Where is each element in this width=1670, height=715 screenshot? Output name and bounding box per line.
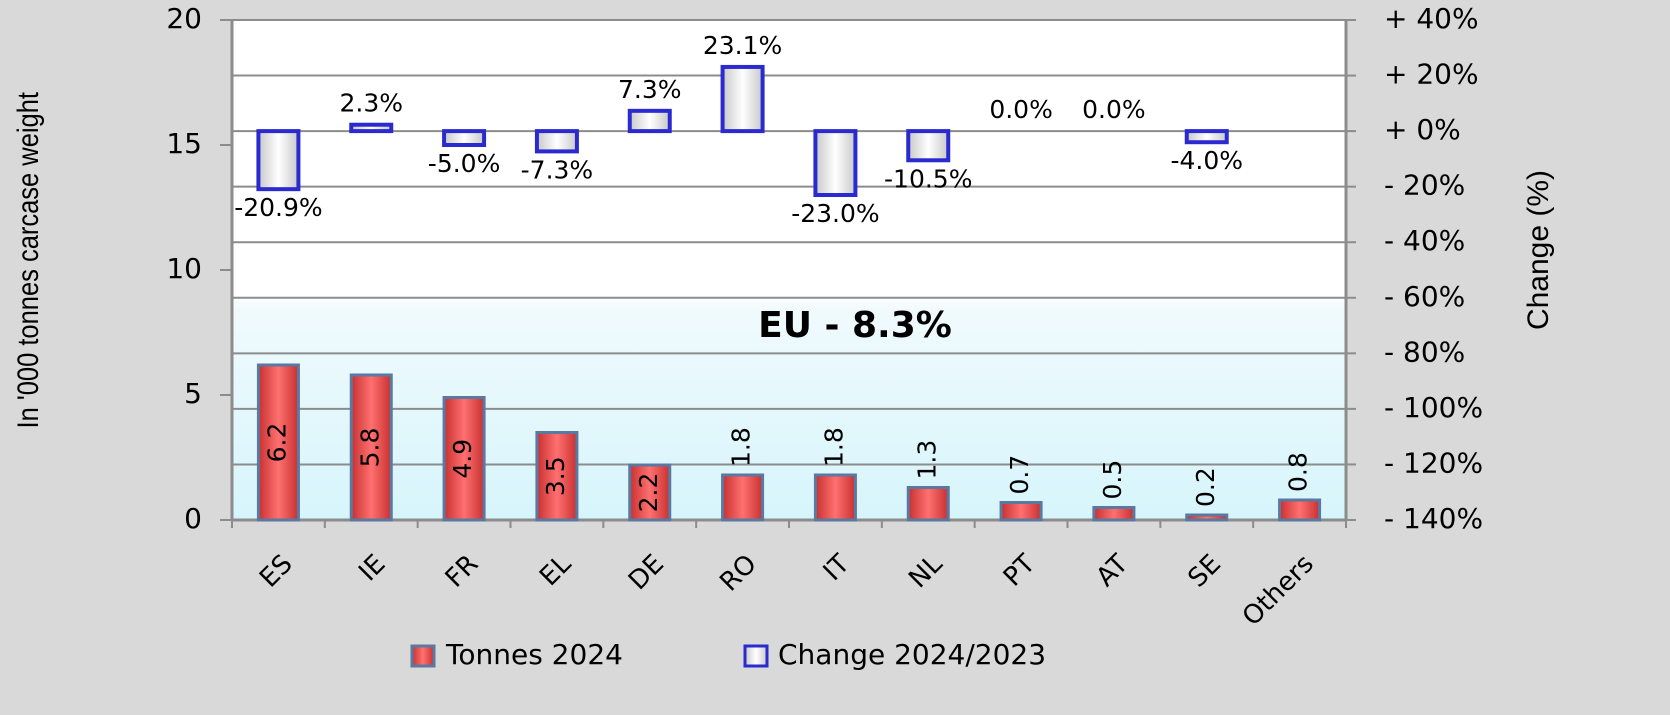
change-label: -7.3%	[521, 155, 594, 184]
bar-label: 1.8	[819, 427, 848, 467]
change-bar	[534, 129, 579, 154]
x-tick-label: IE	[353, 549, 391, 587]
change-label: -4.0%	[1170, 146, 1243, 175]
x-tick-label: FR	[440, 549, 485, 594]
bar	[813, 473, 857, 522]
change-bar	[442, 129, 487, 148]
legend-swatch	[410, 644, 436, 668]
y-tick-label: 15	[166, 127, 202, 160]
bar	[999, 501, 1043, 522]
legend-label: Tonnes 2024	[445, 638, 623, 671]
bar-label: 0.8	[1284, 452, 1313, 492]
annotation: EU - 8.3%	[758, 305, 952, 346]
change-label: 0.0%	[989, 95, 1053, 124]
bar	[535, 431, 579, 522]
x-tick-label: PT	[998, 549, 1042, 593]
change-label: 2.3%	[339, 89, 403, 118]
bar-label: 2.2	[634, 473, 663, 513]
x-tick-label: DE	[623, 549, 670, 596]
y-axis-label: In '000 tonnes carcase weight	[11, 92, 44, 429]
change-bar	[906, 129, 951, 163]
change-bar	[720, 64, 765, 134]
bar-label: 6.2	[262, 423, 291, 463]
change-label: 23.1%	[703, 31, 782, 60]
bar-label: 4.9	[448, 439, 477, 479]
y2-tick-label: - 40%	[1384, 224, 1465, 257]
x-tick-label: RO	[714, 549, 762, 597]
bar	[906, 486, 950, 522]
x-tick-label: Others	[1237, 549, 1320, 632]
y-tick-label: 5	[184, 377, 202, 410]
y2-tick-label: - 60%	[1384, 280, 1465, 313]
change-label: 0.0%	[1082, 95, 1146, 124]
bar	[721, 473, 765, 522]
change-bar	[1184, 129, 1229, 145]
bar-label: 0.2	[1191, 467, 1220, 507]
y2-tick-label: - 120%	[1384, 446, 1483, 479]
x-tick-label: AT	[1091, 549, 1135, 593]
y-tick-label: 10	[166, 252, 202, 285]
legend-label: Change 2024/2023	[778, 638, 1046, 671]
y-tick-label: 0	[184, 502, 202, 535]
x-tick-label: EL	[534, 549, 577, 592]
change-bar	[256, 129, 301, 192]
bar-label: 0.7	[1005, 455, 1034, 495]
y2-tick-label: + 20%	[1384, 58, 1479, 91]
bar	[442, 396, 486, 522]
x-tick-label: SE	[1182, 549, 1227, 594]
x-tick-label: ES	[254, 549, 299, 594]
change-label: 7.3%	[618, 75, 682, 104]
y2-axis-label: Change (%)	[1522, 170, 1555, 330]
y2-tick-label: - 100%	[1384, 391, 1483, 424]
bar-label: 1.3	[912, 440, 941, 480]
bar	[1092, 506, 1136, 522]
change-bar	[627, 108, 672, 134]
bar	[1278, 498, 1322, 522]
change-bar	[813, 129, 858, 198]
y2-tick-label: - 80%	[1384, 335, 1465, 368]
y2-tick-label: - 20%	[1384, 169, 1465, 202]
bar	[256, 363, 300, 522]
change-bar	[349, 122, 394, 134]
x-tick-label: IT	[818, 549, 856, 587]
change-label: -5.0%	[428, 149, 501, 178]
legend-swatch	[743, 644, 769, 668]
change-label: -23.0%	[791, 199, 879, 228]
y2-tick-label: + 0%	[1384, 113, 1461, 146]
x-tick-label: NL	[903, 549, 949, 595]
change-label: -20.9%	[234, 193, 322, 222]
y2-tick-label: + 40%	[1384, 2, 1479, 35]
bar-label: 0.5	[1098, 460, 1127, 500]
y2-tick-label: - 140%	[1384, 502, 1483, 535]
bar	[628, 463, 672, 522]
plot-area	[232, 20, 1346, 520]
bar	[1185, 513, 1229, 522]
change-label: -10.5%	[884, 164, 972, 193]
y-tick-label: 20	[166, 2, 202, 35]
bar-label: 1.8	[727, 427, 756, 467]
bar	[349, 373, 393, 522]
bar-label: 5.8	[355, 428, 384, 468]
bar-label: 3.5	[541, 456, 570, 496]
